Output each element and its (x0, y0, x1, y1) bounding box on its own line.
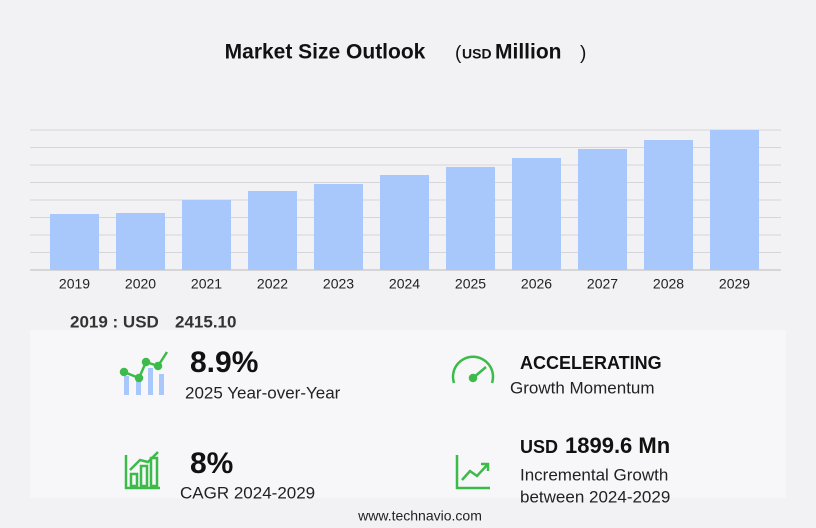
bar (314, 184, 363, 270)
x-tick-label: 2026 (521, 276, 552, 292)
kpi-label: between 2024-2029 (520, 487, 670, 506)
bar (248, 191, 297, 270)
x-tick-label: 2022 (257, 276, 288, 292)
kpi-panel (30, 330, 786, 498)
chart-title: Market Size Outlook (225, 41, 426, 64)
x-tick-label: 2020 (125, 276, 156, 292)
x-tick-label: 2019 (59, 276, 90, 292)
kpi-value: ACCELERATING (520, 353, 662, 373)
bar (644, 139, 693, 270)
bar (446, 167, 495, 270)
icon-gauge (451, 355, 495, 384)
highlight-value: 2415.10 (175, 312, 236, 331)
icon-growth (455, 455, 490, 490)
x-tick-label: 2029 (719, 276, 750, 292)
icon-cagr (124, 451, 160, 490)
title-paren: ) (580, 43, 586, 64)
bar (116, 213, 165, 270)
kpi-label: 2025 Year-over-Year (185, 383, 341, 402)
x-tick-label: 2023 (323, 276, 354, 292)
kpi-value: 1899.6 Mn (565, 433, 670, 458)
x-tick-label: 2028 (653, 276, 684, 292)
title-unit: Million (495, 41, 562, 64)
x-tick-label: 2021 (191, 276, 222, 292)
title-unit: USD (462, 46, 492, 62)
bar (50, 214, 99, 270)
x-tick-label: 2027 (587, 276, 618, 292)
kpi-label: CAGR 2024-2029 (180, 483, 315, 502)
bar (578, 148, 627, 270)
kpi-prefix: USD (520, 437, 558, 457)
x-tick-label: 2024 (389, 276, 420, 292)
bar (710, 130, 759, 270)
icon-yoy (119, 351, 169, 395)
bar (380, 175, 429, 270)
footer: www.technavio.com (357, 508, 482, 524)
highlight-label: 2019 : USD (70, 312, 159, 331)
bar (512, 158, 561, 270)
x-tick-label: 2025 (455, 276, 486, 292)
kpi-label: Growth Momentum (510, 378, 655, 397)
title-paren: ( (455, 43, 462, 64)
kpi-value: 8.9% (190, 346, 258, 379)
kpi-label: Incremental Growth (520, 465, 668, 484)
bar (182, 200, 231, 270)
kpi-value: 8% (190, 447, 233, 480)
